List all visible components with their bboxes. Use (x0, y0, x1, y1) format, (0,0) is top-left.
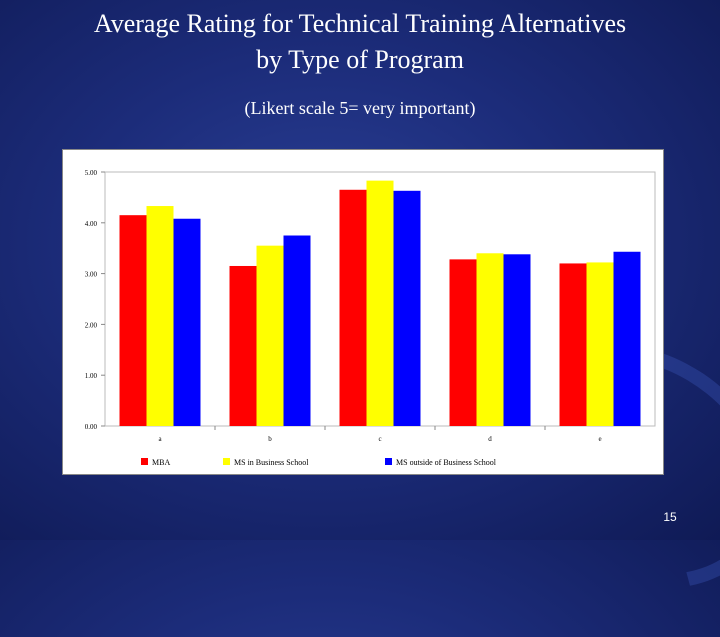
bar-chart: 0.00 1.00 2.00 3.00 4.00 5.00 a b c d e MBA MS in Bu… (85, 169, 656, 467)
y-tick-label: 0.00 (85, 423, 98, 431)
legend-swatch (141, 458, 148, 465)
slide-title: Average Rating for Technical Training Al… (0, 6, 720, 78)
y-tick-label: 3.00 (85, 271, 98, 279)
x-tick-label: b (268, 435, 272, 443)
x-tick-label: a (158, 435, 162, 443)
bar (283, 235, 311, 426)
slide-title-line-1: Average Rating for Technical Training Al… (93, 9, 627, 38)
legend-swatch (223, 458, 230, 465)
bar (366, 180, 394, 426)
bar (256, 245, 284, 426)
bar (173, 218, 201, 426)
x-tick-label: c (378, 435, 381, 443)
x-tick-label: d (488, 435, 492, 443)
y-tick-label: 5.00 (85, 169, 98, 177)
bar (393, 190, 421, 426)
legend-label: MS outside of Business School (396, 458, 497, 467)
page-number: 15 (663, 510, 677, 524)
bar (119, 215, 147, 426)
y-tick-label: 4.00 (85, 220, 98, 228)
legend-label: MBA (152, 458, 170, 467)
slide-title-line-2: by Type of Program (256, 45, 464, 74)
legend-swatch (385, 458, 392, 465)
bar (146, 206, 174, 426)
y-tick-label: 2.00 (85, 321, 98, 329)
bar (559, 263, 587, 426)
legend-label: MS in Business School (234, 458, 309, 467)
bar (613, 251, 641, 426)
y-tick-label: 1.00 (85, 372, 98, 380)
bar (476, 253, 504, 426)
bar (449, 259, 477, 426)
slide-subtitle: (Likert scale 5= very important) (244, 98, 476, 118)
chart-container: 0.00 1.00 2.00 3.00 4.00 5.00 a b c d e MBA MS in Bu… (62, 149, 664, 475)
bar (586, 262, 614, 426)
bar (229, 265, 257, 426)
bar (503, 254, 531, 426)
x-tick-label: e (598, 435, 601, 443)
bar (339, 189, 367, 426)
